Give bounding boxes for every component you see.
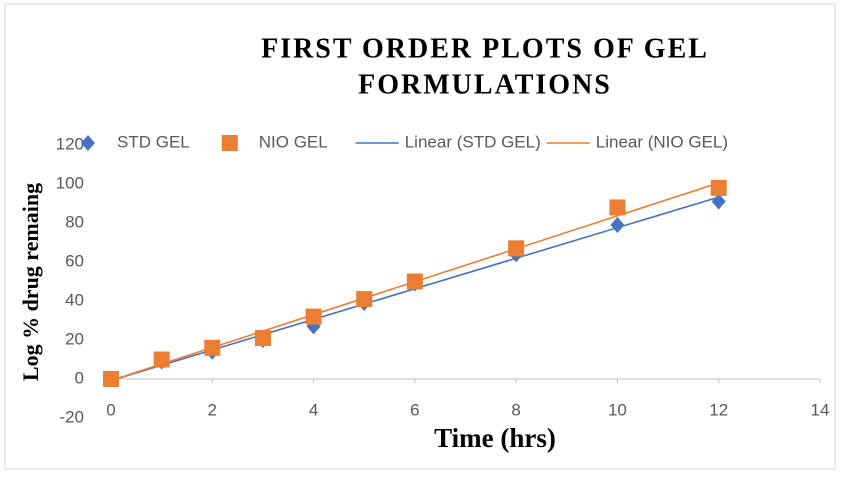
y-tick-label: 0 <box>75 368 84 387</box>
data-point <box>609 199 626 216</box>
y-tick-label: 120 <box>56 134 84 153</box>
y-tick-label: 20 <box>65 329 84 348</box>
legend-label: STD GEL <box>117 132 190 151</box>
data-point <box>508 240 525 257</box>
data-point <box>204 339 221 356</box>
chart-title: FIRST ORDER PLOTS OF GEL <box>261 33 709 64</box>
y-tick-label: 60 <box>65 251 84 270</box>
legend-marker <box>221 135 238 151</box>
x-tick-label: 2 <box>208 400 217 419</box>
x-tick-label: 12 <box>709 400 728 419</box>
x-tick-label: 8 <box>511 400 520 419</box>
data-point <box>356 291 373 308</box>
data-point <box>103 371 119 387</box>
x-tick-label: 4 <box>309 400 318 419</box>
legend-label: Linear (NIO GEL) <box>596 132 728 151</box>
y-tick-label: 40 <box>65 290 84 309</box>
chart-title: FORMULATIONS <box>358 69 612 100</box>
y-tick-label: -20 <box>59 407 84 426</box>
data-point <box>153 351 170 368</box>
x-tick-label: 14 <box>811 400 830 419</box>
chart-frame <box>4 3 836 470</box>
data-point <box>610 216 625 233</box>
legend-label: NIO GEL <box>259 132 328 151</box>
x-tick-label: 10 <box>608 400 627 419</box>
y-tick-label: 100 <box>56 173 84 192</box>
x-tick-label: 0 <box>106 400 115 419</box>
x-axis-label: Time (hrs) <box>434 423 556 453</box>
data-point <box>254 330 271 347</box>
data-point <box>711 193 726 210</box>
data-point <box>710 179 727 196</box>
data-point <box>305 308 322 325</box>
y-tick-label: 80 <box>65 212 84 231</box>
legend-marker <box>81 135 95 151</box>
y-axis-label: Log % drug remaing <box>18 183 43 381</box>
data-point <box>406 273 423 290</box>
legend-label: Linear (STD GEL) <box>405 132 541 151</box>
x-tick-label: 6 <box>410 400 419 419</box>
